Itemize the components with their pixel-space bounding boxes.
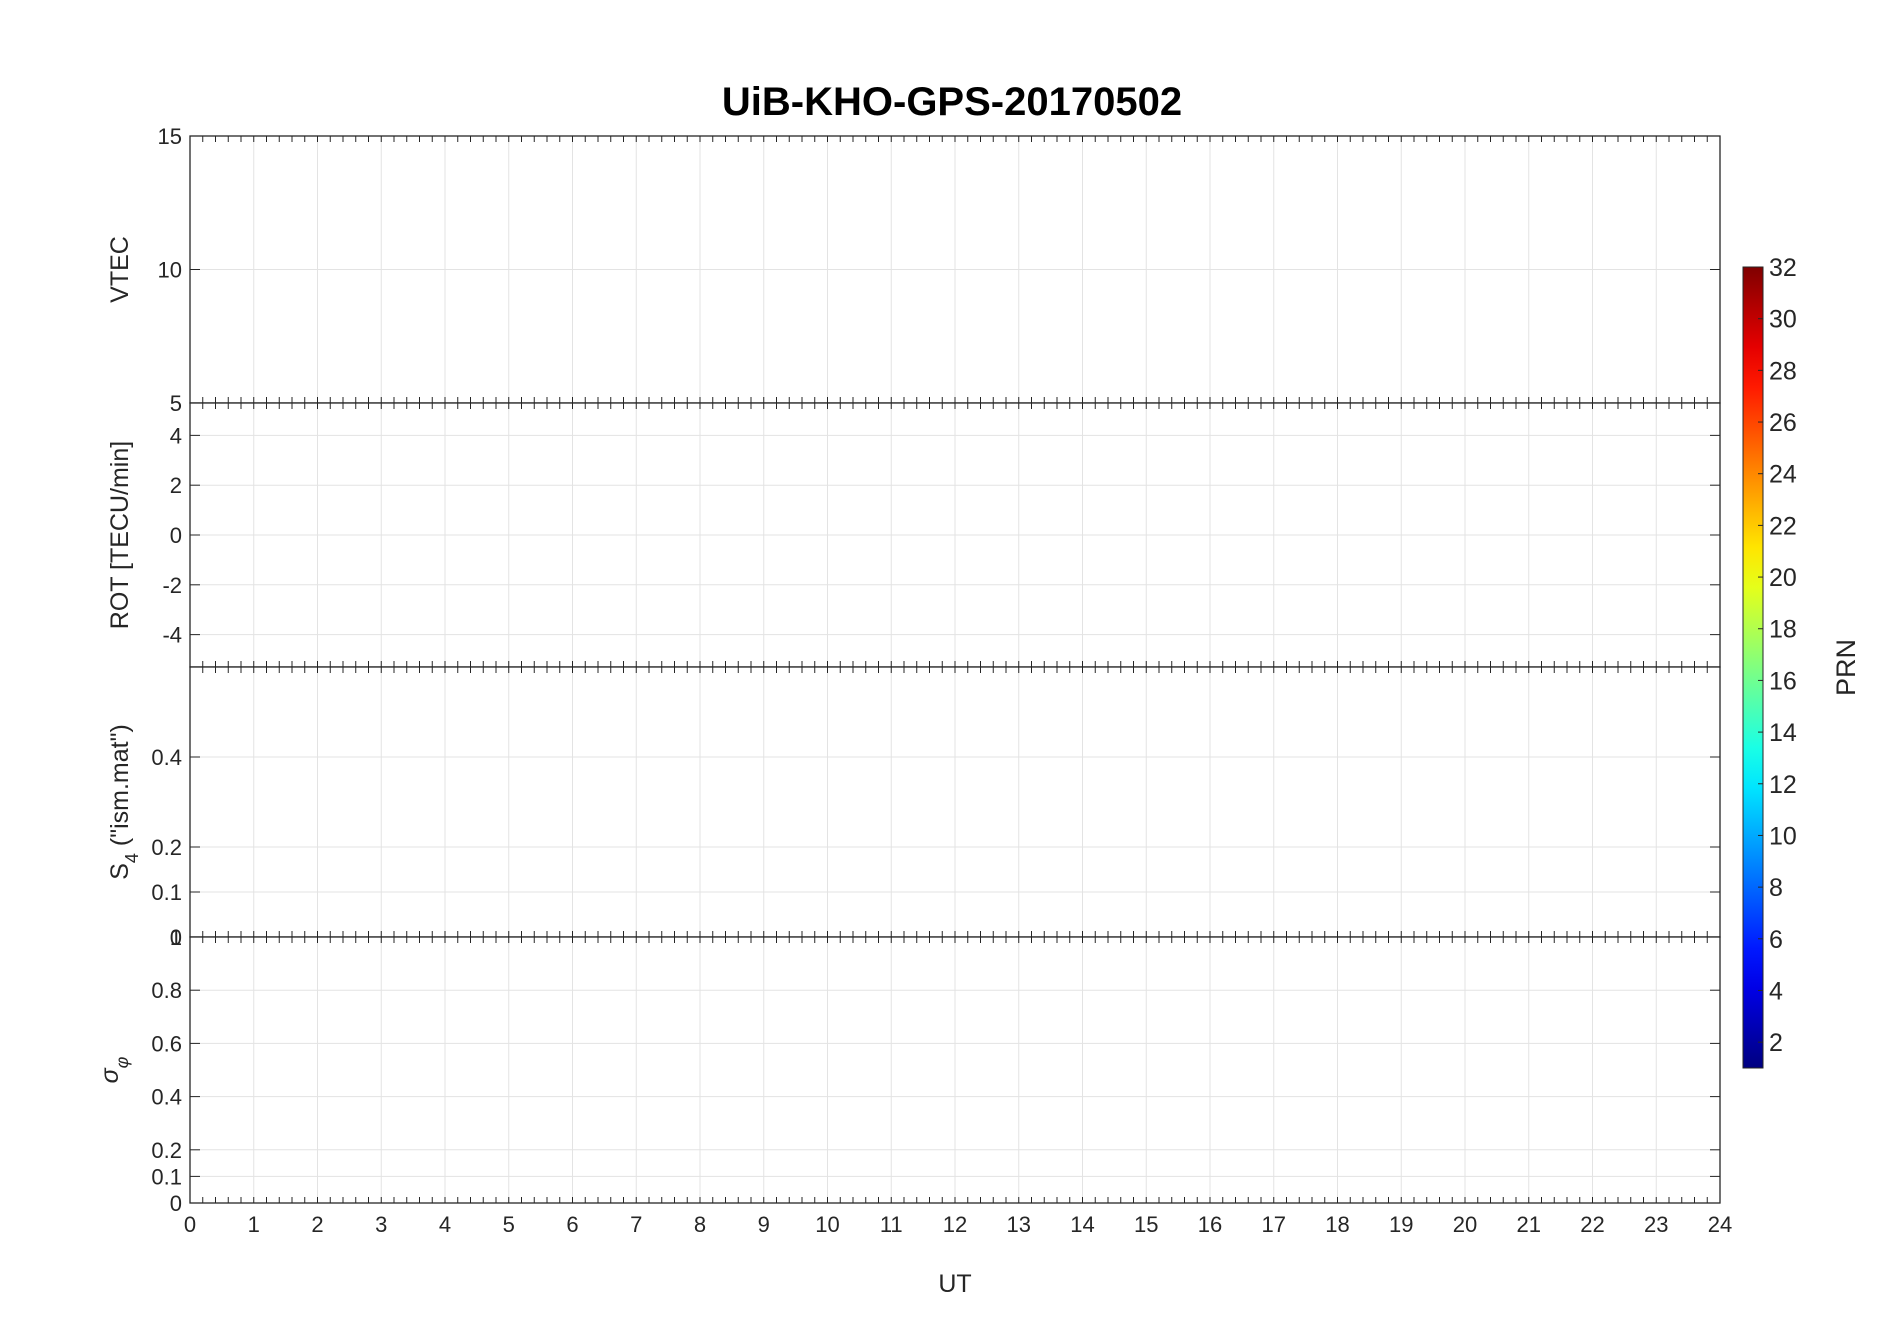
x-tick-label: 7: [630, 1212, 642, 1237]
colorbar-tick-label: 8: [1769, 874, 1783, 902]
y-tick-label: 15: [158, 124, 182, 149]
colorbar-tick-label: 24: [1769, 461, 1797, 489]
colorbar-tick-label: 26: [1769, 409, 1797, 437]
colorbar-tick-label: 18: [1769, 616, 1797, 644]
x-tick-label: 19: [1389, 1212, 1413, 1237]
x-axis-label: UT: [938, 1270, 971, 1298]
chart-title: UiB-KHO-GPS-20170502: [722, 80, 1182, 124]
y-tick-label: -2: [162, 573, 182, 598]
x-tick-label: 21: [1517, 1212, 1541, 1237]
colorbar-tick-label: 28: [1769, 357, 1797, 385]
y-tick-label: 5: [170, 391, 182, 416]
x-tick-label: 24: [1708, 1212, 1732, 1237]
colorbar-scale: [1742, 266, 1764, 1069]
colorbar-tick-label: 22: [1769, 512, 1797, 540]
y-tick-label: 0.2: [151, 835, 182, 860]
y-tick-label: 0.1: [151, 1164, 182, 1189]
x-tick-label: 12: [943, 1212, 967, 1237]
colorbar-tick-label: 4: [1769, 977, 1783, 1005]
y-tick-label: 0: [170, 523, 182, 548]
x-tick-label: 0: [184, 1212, 196, 1237]
y-axis-label: ROT [TECU/min]: [106, 441, 134, 629]
x-tick-label: 9: [758, 1212, 770, 1237]
y-axis-label: VTEC: [106, 236, 134, 303]
panel-3: 0 0.1 0.2 0.4 S4 ("ism.mat"): [106, 666, 1721, 950]
x-tick-label: 18: [1325, 1212, 1349, 1237]
y-tick-label: 0.2: [151, 1138, 182, 1163]
x-tick-label: 13: [1007, 1212, 1031, 1237]
y-tick-label: 1: [170, 925, 182, 950]
y-tick-label: 2: [170, 473, 182, 498]
x-tick-label: 20: [1453, 1212, 1477, 1237]
x-tick-label: 3: [375, 1212, 387, 1237]
x-tick-label: 17: [1262, 1212, 1286, 1237]
y-tick-label: -4: [162, 623, 182, 648]
colorbar-tick-label: 14: [1769, 719, 1797, 747]
x-tick-label: 1: [248, 1212, 260, 1237]
panel-2: -4 -2 0 2 4 ROT [TECU/min]: [106, 402, 1721, 668]
y-axis-label: S4 ("ism.mat"): [106, 724, 142, 880]
x-tick-label: 15: [1134, 1212, 1158, 1237]
x-tick-label: 22: [1580, 1212, 1604, 1237]
y-tick-label: 0.4: [151, 1085, 182, 1110]
y-tick-label: 0.1: [151, 880, 182, 905]
x-axis: UT 0 1 2 3 4 5 6 7 8 9 10 11 12 13 14 15 16 17 18 19 20 21 22 2…: [184, 1212, 1732, 1298]
colorbar-tick-label: 20: [1769, 564, 1797, 592]
x-tick-label: 8: [694, 1212, 706, 1237]
colorbar-tick-label: 16: [1769, 667, 1797, 695]
y-tick-label: 0: [170, 1191, 182, 1216]
y-tick-label: 0: [170, 925, 182, 950]
x-tick-label: 5: [503, 1212, 515, 1237]
colorbar-tick-label: 2: [1769, 1029, 1783, 1057]
colorbar-tick-label: 32: [1769, 254, 1797, 282]
y-tick-label: 0.8: [151, 978, 182, 1003]
y-tick-label: 0.6: [151, 1031, 182, 1056]
x-tick-label: 4: [439, 1212, 451, 1237]
x-tick-label: 6: [566, 1212, 578, 1237]
x-tick-label: 16: [1198, 1212, 1222, 1237]
colorbar-tick-label: 12: [1769, 771, 1797, 799]
panel-frame: [189, 936, 1721, 1204]
colorbar-label: PRN: [1831, 639, 1861, 696]
x-tick-label: 10: [815, 1212, 839, 1237]
y-axis-label: σφ: [96, 1056, 132, 1083]
y-tick-label: 0.4: [151, 745, 182, 770]
colorbar-tick-label: 30: [1769, 306, 1797, 334]
y-tick-label: 10: [158, 258, 182, 283]
panel-1: 5 10 15 VTEC: [106, 124, 1721, 416]
x-tick-label: 23: [1644, 1212, 1668, 1237]
x-tick-label: 14: [1070, 1212, 1094, 1237]
colorbar-tick-label: 6: [1769, 926, 1783, 954]
colorbar-tick-label: 10: [1769, 822, 1797, 850]
x-tick-label: 2: [311, 1212, 323, 1237]
x-tick-label: 11: [880, 1212, 903, 1237]
y-tick-label: 4: [170, 423, 182, 448]
